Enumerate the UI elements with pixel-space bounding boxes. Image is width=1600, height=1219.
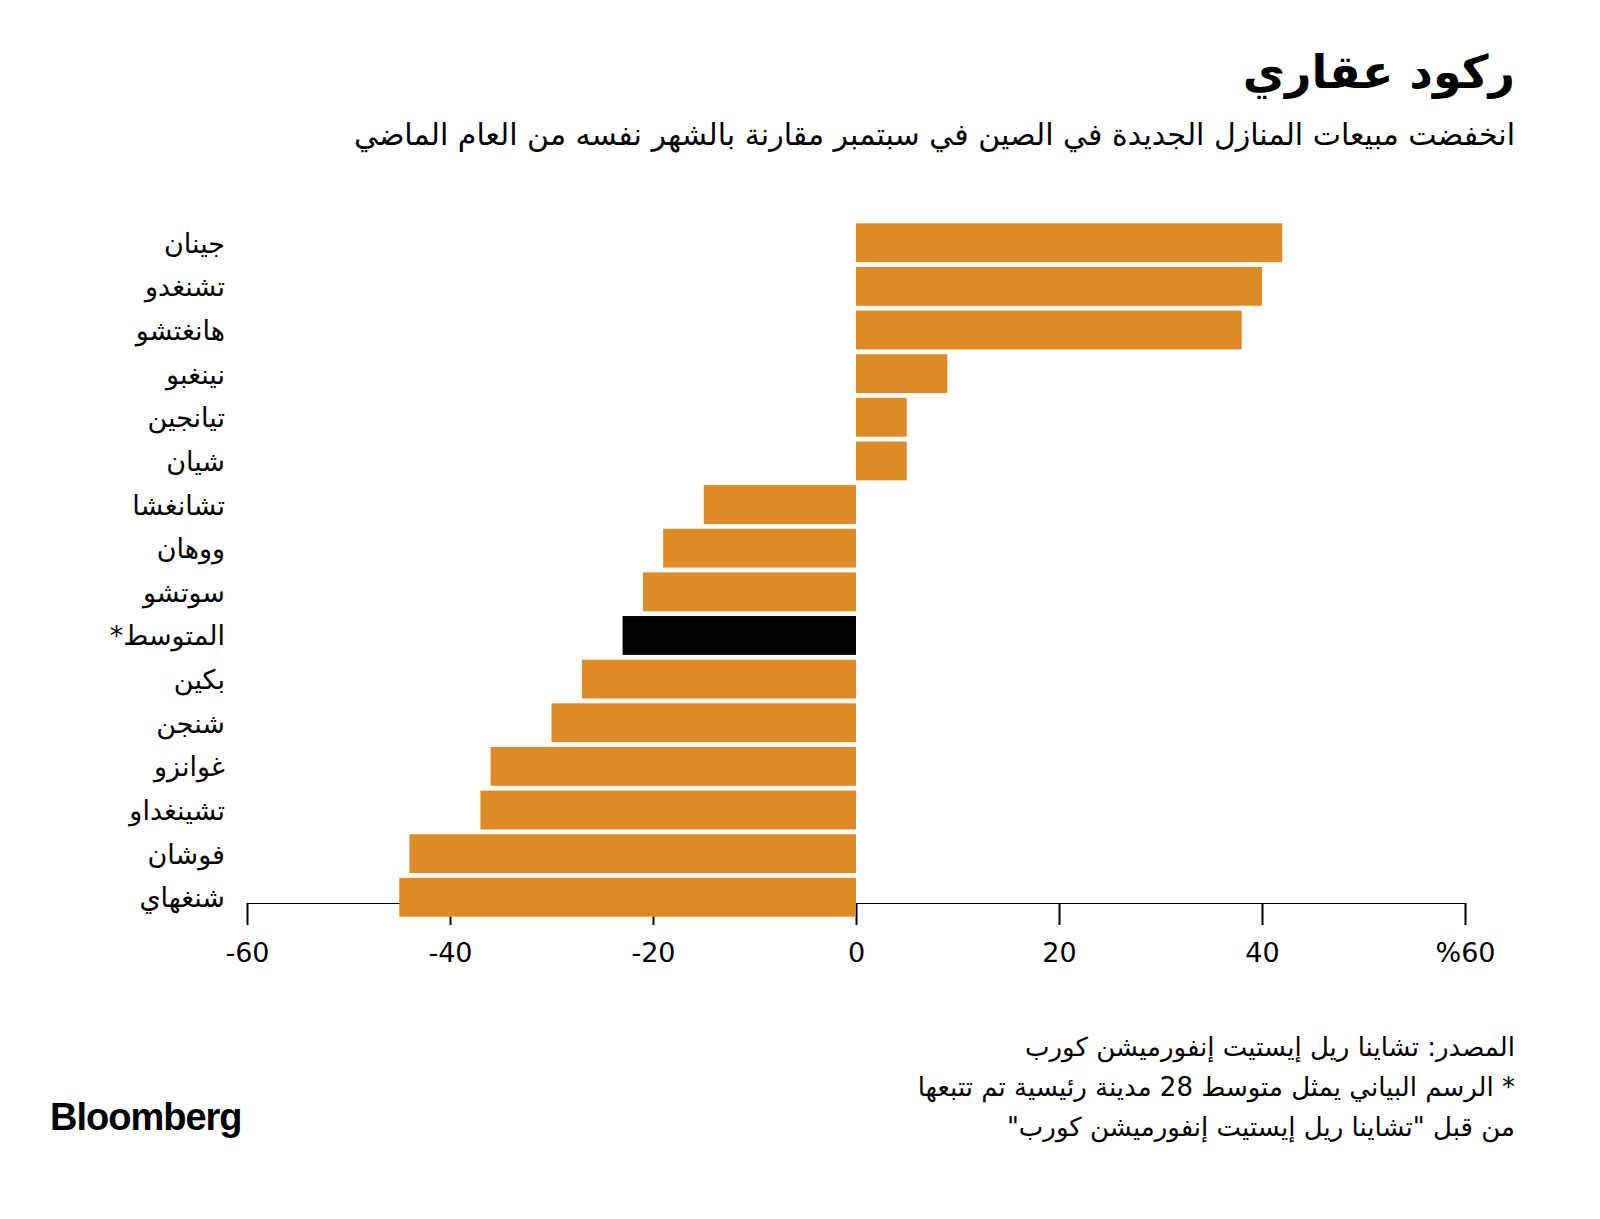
- tick-mark: [1262, 903, 1264, 925]
- bar: [480, 791, 856, 830]
- note: من قبل "تشاينا ريل إيستيت إنفورميشن كورب…: [1007, 1112, 1515, 1143]
- brand: Bloomberg: [50, 1096, 242, 1138]
- tick-mark: [1465, 903, 1467, 925]
- tick-label: -20: [631, 937, 675, 968]
- tick-label: -40: [428, 937, 472, 968]
- bar: [409, 834, 856, 873]
- bars: [399, 223, 1282, 916]
- category-label: شيان: [166, 446, 225, 477]
- bar: [704, 485, 856, 524]
- bar: [491, 747, 856, 786]
- bar: [856, 398, 907, 437]
- bar: [582, 660, 856, 699]
- bar: [399, 878, 856, 917]
- category-label: تيانجين: [147, 402, 225, 434]
- category-label: شنجن: [156, 708, 225, 740]
- tick: 20: [1042, 903, 1076, 968]
- bar: [856, 441, 907, 480]
- bar: [663, 529, 856, 568]
- category-label: بكين: [174, 664, 225, 696]
- category-label: تشينغداو: [127, 795, 225, 827]
- category-labels: جينان تشنغدو هانغتشو نينغبو تيانجين شيان تشانغ…: [110, 228, 225, 915]
- tick-label: 40: [1245, 937, 1279, 968]
- category-label: سوتشو: [141, 577, 225, 609]
- source: المصدر: تشاينا ريل إيستيت إنفورميشن كورب: [1025, 1032, 1515, 1063]
- tick-label: 0: [848, 937, 865, 968]
- category-label: المتوسط*: [110, 620, 225, 652]
- bar: [643, 572, 856, 611]
- category-label: شنغهاي: [139, 882, 225, 914]
- category-label: ووهان: [157, 533, 225, 565]
- bar: [856, 223, 1282, 262]
- category-label: تشانغشا: [132, 490, 225, 521]
- bar: [623, 616, 856, 655]
- tick-label: -60: [225, 937, 269, 968]
- category-label: نينغبو: [164, 359, 225, 391]
- category-label: تشنغدو: [143, 271, 225, 303]
- category-label: هانغتشو: [134, 315, 225, 347]
- bar: [856, 354, 947, 393]
- bar: [856, 311, 1242, 350]
- tick-mark: [1059, 903, 1061, 925]
- chart: ركود عقاري انخفضت مبيعات المنازل الجديدة …: [0, 0, 1600, 1219]
- tick: -60: [225, 903, 269, 968]
- tick-label: 20: [1042, 937, 1076, 968]
- tick: 40: [1245, 903, 1279, 968]
- category-label: غوانزو: [152, 751, 225, 783]
- tick: %60: [1435, 903, 1495, 968]
- title: ركود عقاري: [1243, 45, 1515, 99]
- category-label: جينان: [164, 228, 225, 259]
- bar: [856, 267, 1262, 306]
- category-label: فوشان: [147, 839, 225, 871]
- tick-mark: [247, 903, 249, 925]
- note: * الرسم البياني يمثل متوسط 28 مدينة رئيس…: [918, 1072, 1515, 1103]
- bar: [552, 703, 857, 742]
- tick-label: %60: [1435, 937, 1495, 968]
- subtitle: انخفضت مبيعات المنازل الجديدة في الصين ف…: [354, 117, 1515, 153]
